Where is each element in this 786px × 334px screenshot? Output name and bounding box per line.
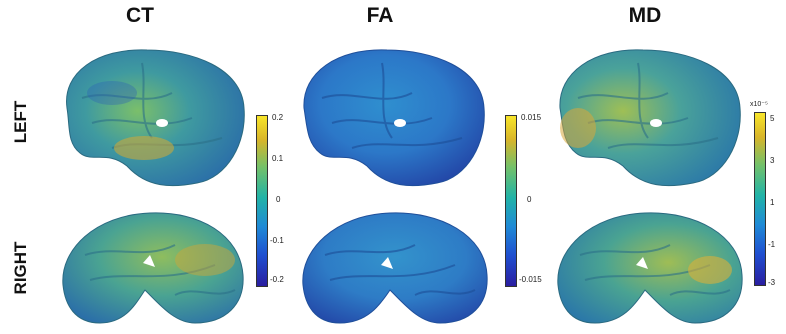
column-title-md: MD	[628, 4, 662, 27]
colorbar-md-tick: 1	[770, 198, 775, 207]
colorbar-fa-tick: 0.015	[521, 113, 542, 122]
colorbar-fa-tick: 0	[527, 195, 532, 204]
column-title-ct: CT	[126, 4, 154, 27]
colorbar-md-exponent: x10⁻⁵	[750, 101, 768, 108]
colorbar-fa-tick: -0.015	[519, 275, 542, 284]
row-label-left: LEFT	[11, 100, 30, 144]
brain-ct-left	[66, 49, 245, 187]
colorbar-ct-tick: 0.1	[272, 154, 284, 163]
brain-fa-left	[303, 49, 485, 187]
brain-ct-right	[62, 212, 244, 324]
colorbar-ct: 0.2 0.1 0 -0.1 -0.2	[256, 113, 296, 290]
colorbar-ct-tick: -0.1	[270, 236, 284, 245]
colorbar-fa: 0.015 0 -0.015	[505, 113, 550, 290]
colorbar-md-tick: 3	[770, 156, 775, 165]
colorbar-md-tick: 5	[770, 114, 775, 123]
brain-md-right	[557, 212, 743, 324]
colorbar-ct-tick: -0.2	[270, 275, 284, 284]
colorbar-md-tick: -1	[768, 240, 776, 249]
colorbar-ct-tick: 0.2	[272, 113, 284, 122]
colorbar-md-tick: -3	[768, 278, 776, 287]
brain-md-left	[559, 49, 741, 187]
brain-fa-right	[302, 212, 488, 324]
colorbar-md: x10⁻⁵ 5 3 1 -1 -3	[750, 101, 786, 292]
column-title-fa: FA	[366, 4, 394, 27]
row-label-right: RIGHT	[11, 241, 30, 295]
colorbar-ct-tick: 0	[276, 195, 281, 204]
